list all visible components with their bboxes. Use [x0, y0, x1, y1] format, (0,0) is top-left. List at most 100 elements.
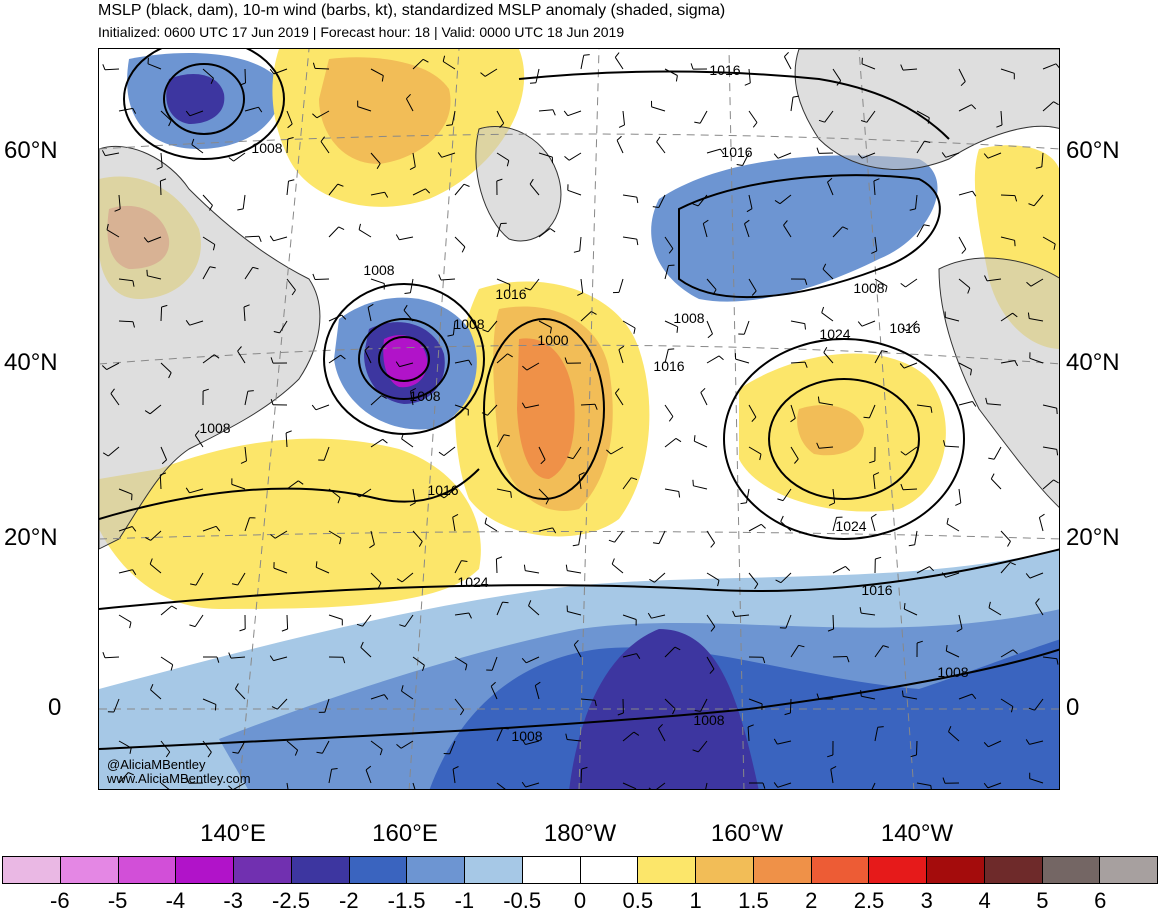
wind-barb [706, 278, 717, 290]
wind-barb-flag [128, 772, 134, 776]
wind-barb [367, 307, 372, 322]
neg-anomaly-northwest-core [166, 74, 225, 124]
wind-barb-flag [573, 639, 579, 646]
wind-barb-flag [794, 458, 799, 464]
wind-barb-flag [340, 354, 346, 360]
wind-barb [664, 488, 679, 492]
wind-barb-flag [1010, 561, 1016, 566]
wind-barb-flag [452, 766, 459, 770]
isobar-label: 1008 [363, 262, 394, 278]
colorbar-tick-label: 3 [920, 888, 933, 913]
wind-barb [451, 110, 456, 125]
wind-barb [106, 229, 120, 238]
isobar-label: 1016 [427, 482, 458, 498]
wind-barb-flag [364, 345, 370, 351]
wind-barb-flag [522, 365, 528, 371]
colorbar-tick-label: 2.5 [853, 888, 885, 913]
wind-barb-flag [668, 348, 675, 350]
wind-barb-flag [790, 417, 796, 423]
map-title: MSLP (black, dam), 10-m wind (barbs, kt)… [98, 2, 726, 19]
wind-barb-flag [529, 82, 537, 84]
wind-barb [783, 56, 792, 70]
wind-barb [664, 236, 674, 249]
wind-barb-flag [658, 723, 663, 729]
wind-barb [496, 110, 505, 124]
isobar-1008-south [99, 648, 1059, 750]
wind-barb [110, 393, 120, 406]
wind-barb-flag [502, 727, 509, 730]
wind-barb-flag [692, 749, 699, 753]
wind-barb-flag [521, 739, 526, 745]
wind-barb-flag [822, 263, 827, 270]
wind-barb-flag [618, 124, 625, 128]
wind-barb [578, 530, 582, 545]
wind-barb-flag [930, 406, 933, 413]
wind-barb [277, 698, 288, 710]
colorbar-swatch [927, 857, 985, 883]
wind-barb [118, 320, 134, 323]
wind-barb [538, 228, 551, 238]
wind-barb [916, 566, 930, 574]
wind-barb [916, 224, 925, 238]
isobar-label: 1016 [653, 358, 684, 374]
wind-barb-flag [484, 517, 487, 524]
wind-barb [568, 152, 582, 161]
wind-barb [237, 740, 246, 754]
wind-barb [874, 645, 884, 658]
wind-barb [244, 68, 246, 84]
wind-barb-flag [636, 197, 639, 204]
wind-barb [578, 475, 582, 490]
wind-barb [279, 320, 288, 334]
wind-barb [244, 391, 249, 406]
wind-barb [706, 656, 715, 670]
wind-barb-flag [1035, 166, 1042, 169]
wind-barb [664, 349, 669, 364]
wind-barb [958, 362, 972, 370]
wind-barb [874, 278, 888, 287]
wind-barb-flag [404, 292, 411, 294]
wind-barb [658, 194, 666, 208]
wind-barb [580, 311, 592, 322]
wind-barb [1000, 530, 1011, 542]
wind-barb-flag [675, 437, 682, 443]
wind-barb [328, 354, 341, 364]
wind-barb-flag [967, 287, 971, 294]
wind-barb-flag [508, 284, 511, 291]
wind-barb [454, 236, 466, 248]
wind-barb-flag [827, 754, 834, 758]
wind-barb [748, 194, 753, 209]
wind-barb [1000, 649, 1014, 658]
wind-barb-flag [446, 124, 453, 126]
grid-lat-20 [99, 531, 1059, 540]
wind-barb [777, 740, 792, 745]
lat-label-0-right: 0 [1066, 694, 1080, 721]
wind-barb [328, 769, 333, 784]
wind-barb-flag [746, 208, 753, 213]
wind-barb [783, 224, 792, 238]
wind-barb-flag [285, 430, 292, 434]
isobar-label: 1008 [453, 316, 484, 332]
wind-barb-flag [594, 404, 598, 410]
colorbar-tick-label: 1 [689, 888, 702, 913]
wind-barb-flag [490, 681, 496, 687]
wind-barb [359, 488, 372, 498]
wind-barb [946, 523, 960, 532]
wind-barb [286, 740, 298, 751]
wind-barb [242, 194, 246, 209]
wind-barb [370, 191, 385, 196]
wind-barb-flag [591, 311, 597, 315]
wind-barb [237, 572, 246, 586]
wind-barb-flag [775, 579, 782, 584]
wind-barb-flag [506, 160, 510, 167]
wind-barb [819, 446, 834, 449]
wind-barb-flag [565, 564, 568, 571]
wind-barb-flag [287, 123, 293, 129]
isobar-label: 1016 [709, 62, 740, 78]
wind-barb [567, 189, 582, 196]
wind-barb-flag [899, 363, 905, 369]
wind-barb-flag [271, 706, 278, 710]
wind-barb-flag [703, 219, 709, 224]
wind-barb [622, 194, 637, 198]
wind-barb-flag [818, 119, 825, 123]
wind-barb [526, 362, 540, 371]
